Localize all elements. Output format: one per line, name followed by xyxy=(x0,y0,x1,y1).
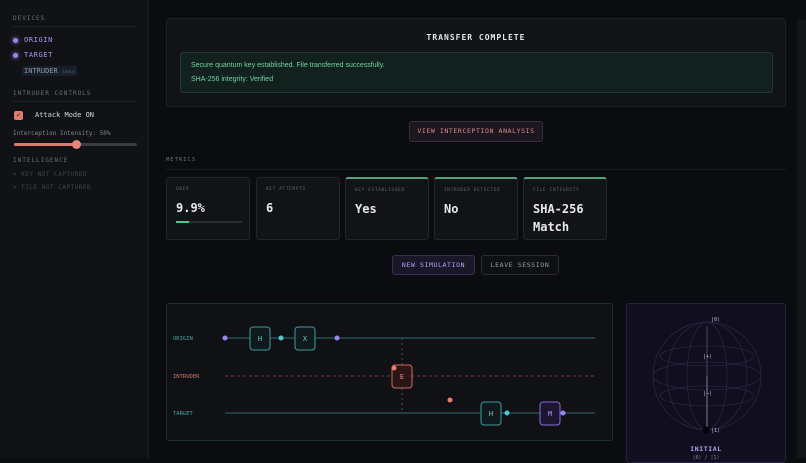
qubit-dot xyxy=(222,335,228,341)
photon-dot xyxy=(447,397,453,403)
metric-key-attempts: KEY ATTEMPTS 6 xyxy=(256,177,340,240)
divider xyxy=(13,101,136,102)
intel-item: × KEY NOT CAPTURED xyxy=(13,171,88,178)
gate-h-target[interactable] xyxy=(480,401,502,426)
label-ket1: |1⟩ xyxy=(711,428,721,434)
qubit-dot xyxy=(504,410,510,416)
qber-bar xyxy=(176,221,242,223)
intensity-slider[interactable] xyxy=(14,140,137,149)
intel-item: × FILE NOT CAPTURED xyxy=(13,184,92,191)
divider xyxy=(13,26,136,27)
attack-mode-checkbox[interactable]: ✓ xyxy=(14,111,23,120)
device-target[interactable]: TARGET xyxy=(13,51,53,59)
metric-file-integrity: FILE INTEGRITY SHA-256 Match xyxy=(523,177,607,240)
row-label-target: TARGET xyxy=(173,411,194,417)
device-label: INTRUDER xyxy=(24,67,58,75)
metric-qber: QBER 9.9% xyxy=(166,177,250,240)
intensity-label: Interception Intensity: 50% xyxy=(13,130,111,137)
attack-mode-label: Attack Mode ON xyxy=(35,111,95,119)
success-message: Secure quantum key established. File tra… xyxy=(180,52,773,93)
qubit-dot xyxy=(334,335,340,341)
row-label-origin: ORIGIN xyxy=(173,336,193,342)
status-panel: TRANSFER COMPLETE Secure quantum key est… xyxy=(166,18,786,107)
slider-thumb[interactable] xyxy=(71,140,81,149)
gate-label: E xyxy=(400,373,404,381)
controls-title: INTRUDER CONTROLS xyxy=(13,90,92,97)
device-label: ORIGIN xyxy=(24,36,53,44)
status-dot-icon xyxy=(13,37,18,43)
bloch-sphere-panel: |0⟩ |+⟩ |−⟩ |1⟩ INITIAL |0⟩ / |1⟩ xyxy=(626,303,786,463)
state-point xyxy=(702,426,710,434)
device-origin[interactable]: ORIGIN xyxy=(13,36,53,44)
gate-e[interactable] xyxy=(391,364,413,389)
sidebar: DEVICES ORIGIN TARGET INTRUDER (you) INT… xyxy=(0,0,149,458)
scrollbar[interactable] xyxy=(797,20,806,458)
label-plus: |+⟩ xyxy=(703,354,713,360)
slider-fill xyxy=(14,143,76,146)
message-line: SHA-256 integrity: Verified xyxy=(191,76,274,83)
new-simulation-button[interactable]: NEW SIMULATION xyxy=(392,255,475,275)
metric-label: QBER xyxy=(176,187,190,192)
qubit-dot xyxy=(560,410,566,416)
label-ket0: |0⟩ xyxy=(711,317,721,323)
intel-title: INTELLIGENCE xyxy=(13,157,69,164)
divider xyxy=(166,169,786,170)
gate-m[interactable] xyxy=(539,401,561,426)
gate-label: H xyxy=(258,335,262,343)
qubit-dot xyxy=(278,335,284,341)
view-analysis-button[interactable]: VIEW INTERCEPTION ANALYSIS xyxy=(409,121,543,142)
status-title: TRANSFER COMPLETE xyxy=(426,33,526,42)
you-tag: (you) xyxy=(61,70,76,75)
gate-x[interactable] xyxy=(294,326,316,351)
metrics-title: METRICS xyxy=(166,157,197,163)
qber-fill xyxy=(176,221,190,223)
device-intruder[interactable]: INTRUDER (you) xyxy=(22,66,78,76)
device-label: TARGET xyxy=(24,51,53,59)
gate-label: H xyxy=(489,410,493,418)
metric-label: KEY ESTABLISHED xyxy=(355,188,405,193)
bloch-basis-label: |0⟩ / |1⟩ xyxy=(692,455,720,461)
message-line: Secure quantum key established. File tra… xyxy=(191,62,385,69)
metric-label: FILE INTEGRITY xyxy=(533,188,580,193)
metric-value: 6 xyxy=(266,201,274,215)
metric-intruder-detected: INTRUDER DETECTED No xyxy=(434,177,518,240)
bloch-state-label: INITIAL xyxy=(690,445,722,453)
intercept-dot xyxy=(391,365,397,371)
metric-value: 9.9% xyxy=(176,201,205,215)
row-label-intruder: INTRUDER xyxy=(173,374,200,380)
gate-label: M xyxy=(548,410,552,418)
metric-label: INTRUDER DETECTED xyxy=(444,188,501,193)
metric-key-established: KEY ESTABLISHED Yes xyxy=(345,177,429,240)
devices-title: DEVICES xyxy=(13,15,46,22)
circuit-panel: ORIGIN INTRUDER TARGET H X E H M xyxy=(166,303,613,441)
metric-value: No xyxy=(444,202,459,216)
label-minus: |−⟩ xyxy=(703,391,713,397)
bloch-sphere xyxy=(652,321,762,434)
gate-h[interactable] xyxy=(249,326,271,351)
metric-label: KEY ATTEMPTS xyxy=(266,187,306,192)
metric-value: SHA-256 Match xyxy=(533,202,584,234)
gate-label: X xyxy=(303,335,308,343)
status-dot-icon xyxy=(13,52,18,58)
leave-session-button[interactable]: LEAVE SESSION xyxy=(481,255,559,275)
metric-value: Yes xyxy=(355,202,377,216)
